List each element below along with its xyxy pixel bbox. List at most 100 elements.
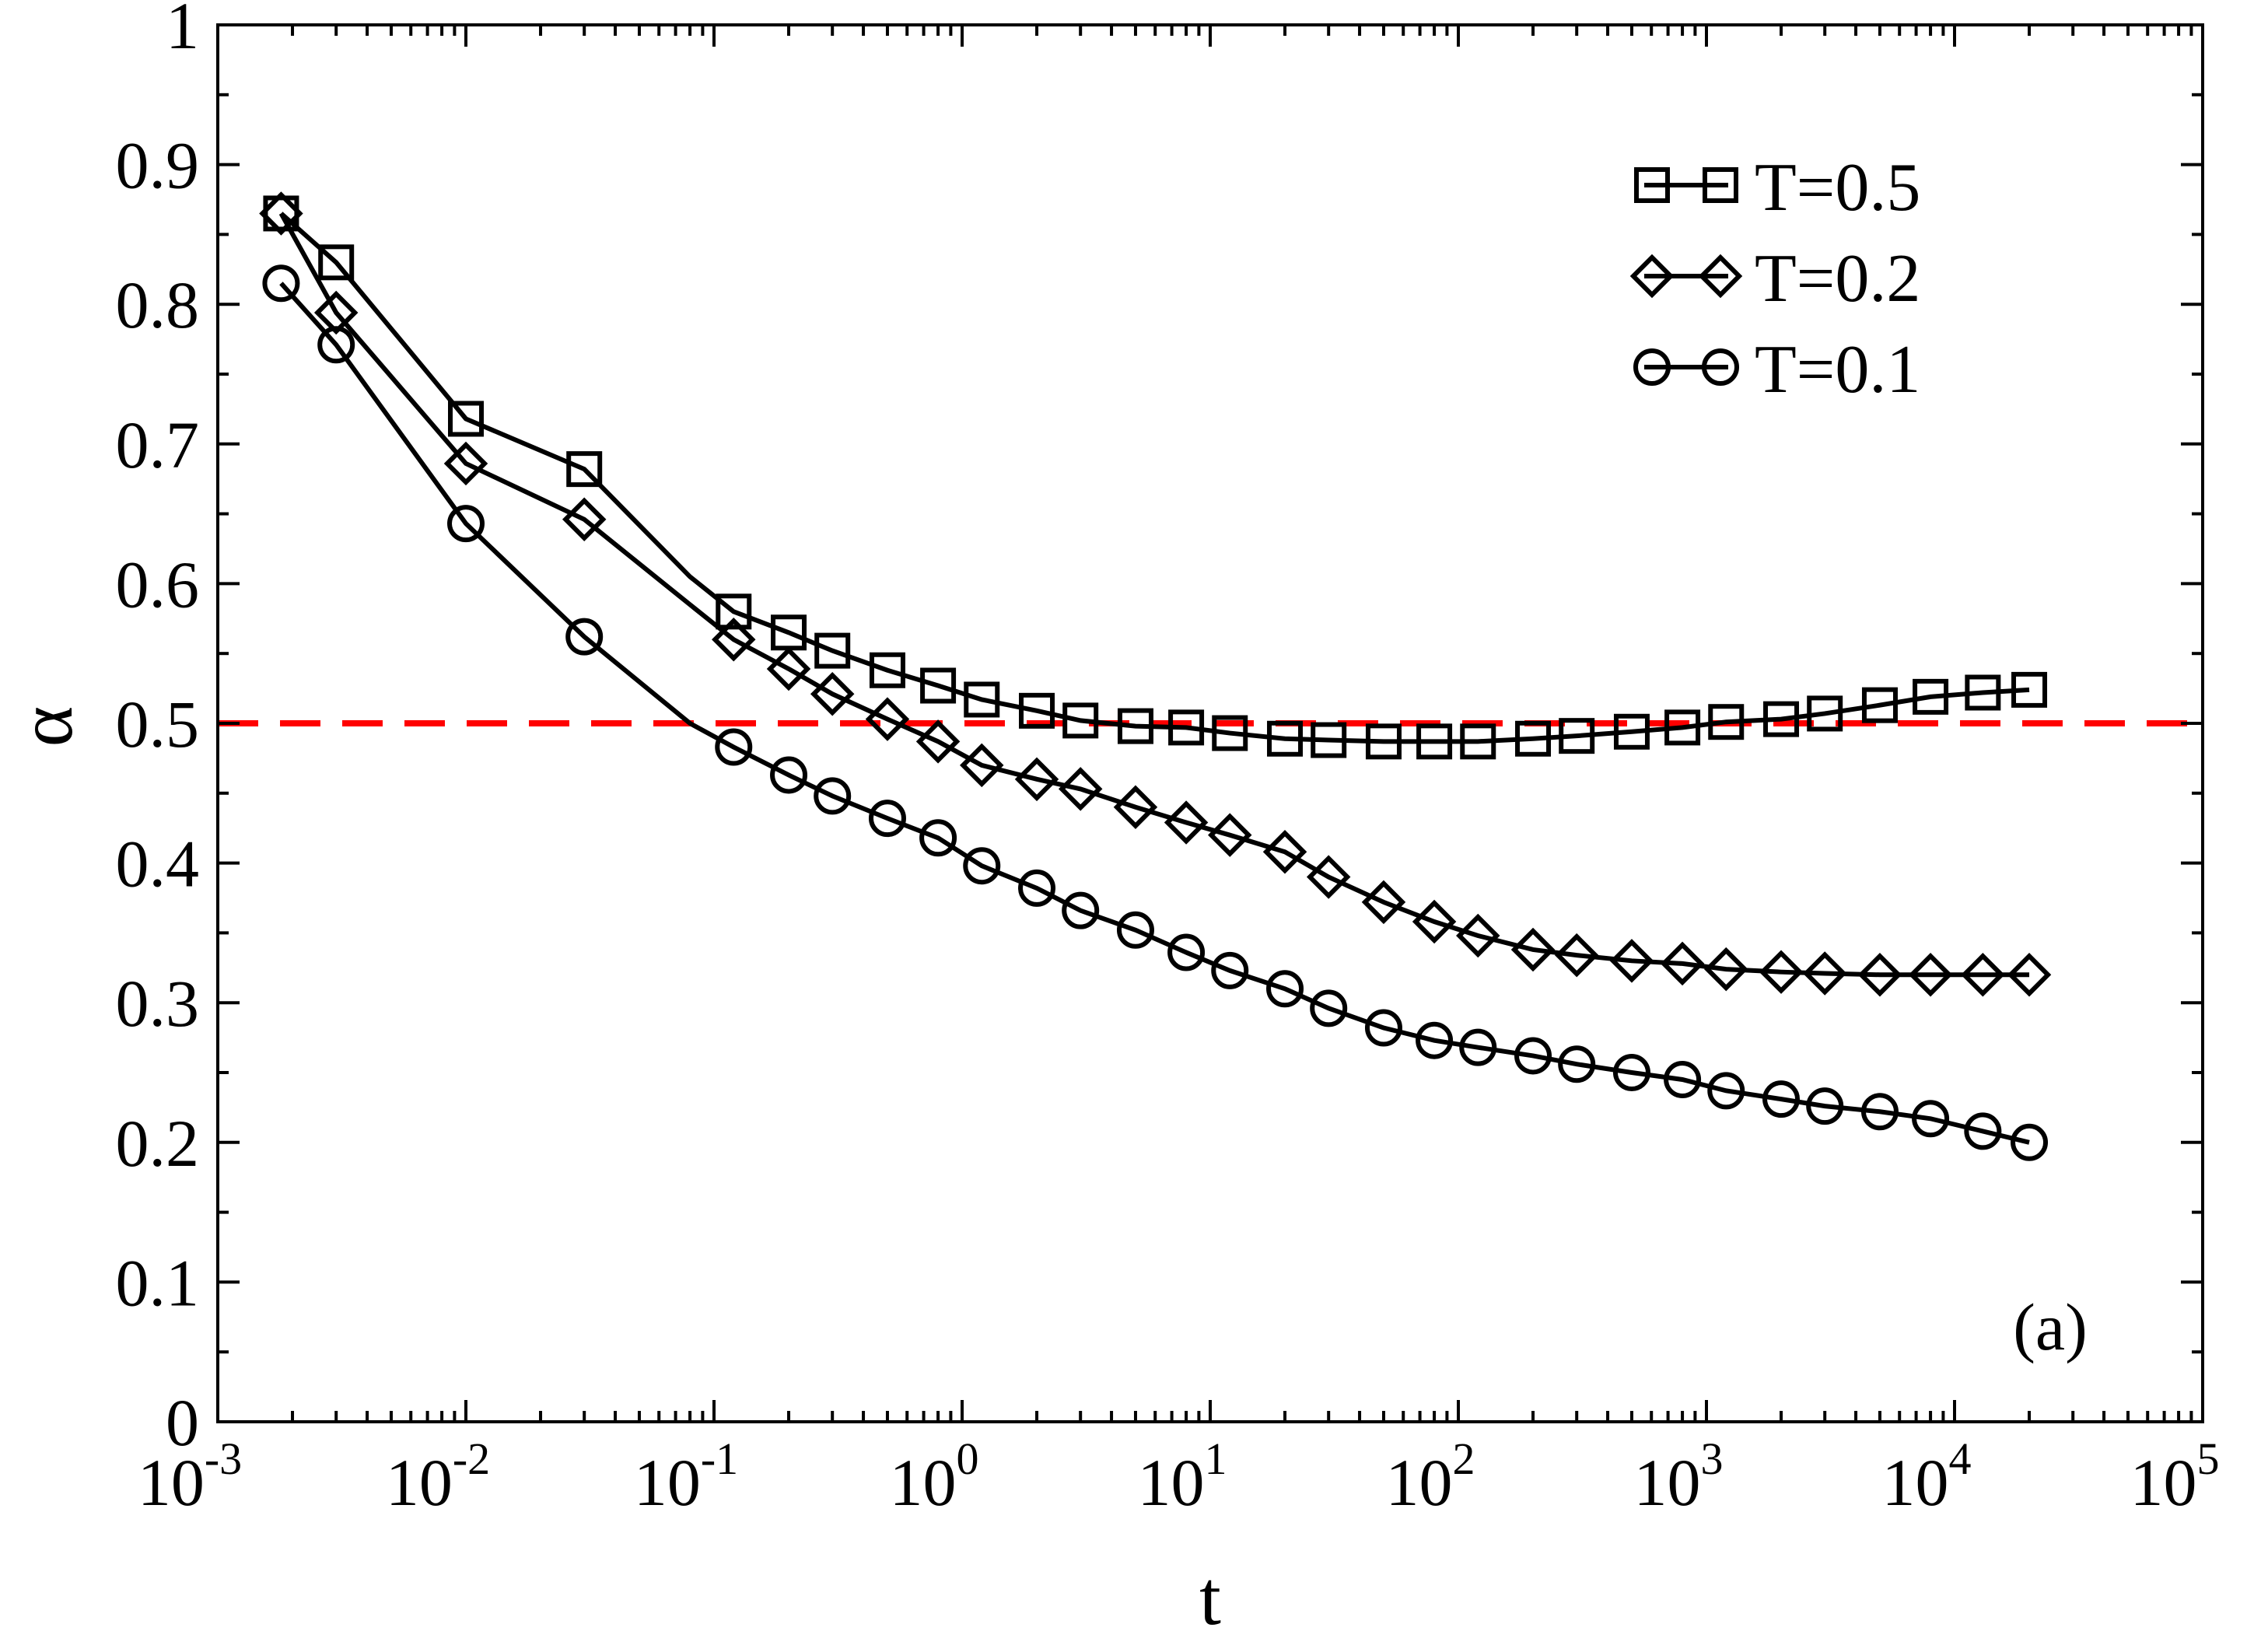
legend-label: T=0.5: [1755, 150, 1920, 226]
data-point: [1364, 1009, 1402, 1047]
data-point: [1913, 678, 1949, 715]
data-point: [1164, 800, 1209, 845]
data-point: [1806, 1087, 1844, 1125]
y-tick-label: 0.6: [116, 547, 200, 621]
y-tick-label: 0.1: [116, 1245, 200, 1320]
x-tick-label: 100: [890, 1433, 979, 1520]
data-point: [1763, 701, 1800, 737]
data-point: [1416, 1021, 1454, 1059]
series-square: [263, 195, 2048, 760]
data-point: [1908, 953, 1953, 997]
data-point: [1964, 1112, 2002, 1150]
data-point: [865, 697, 910, 741]
series-diamond: [259, 191, 2052, 997]
data-point: [1459, 1028, 1497, 1066]
data-point: [1514, 1037, 1552, 1075]
data-point: [443, 441, 488, 486]
data-point: [1014, 757, 1059, 802]
data-point: [1412, 899, 1457, 944]
data-point: [1211, 951, 1249, 989]
data-point: [715, 728, 753, 766]
legend-label: T=0.2: [1755, 241, 1920, 317]
legend-label: T=0.1: [1755, 332, 1920, 408]
x-tick-label: 10-2: [386, 1433, 490, 1520]
data-point: [1212, 715, 1248, 751]
legend-entry: T=0.5: [1634, 150, 1920, 226]
data-point: [1266, 970, 1304, 1008]
legend-entry: T=0.2: [1629, 241, 1920, 317]
data-point: [1912, 1100, 1950, 1138]
x-tick-label: 102: [1386, 1433, 1475, 1520]
data-point: [1857, 953, 1902, 997]
data-point: [868, 800, 906, 838]
data-point: [712, 617, 756, 662]
data-point: [447, 505, 485, 543]
y-tick-label: 0.8: [116, 268, 200, 342]
data-point: [1262, 829, 1307, 874]
data-point: [964, 681, 1000, 718]
data-point: [1762, 1080, 1801, 1118]
y-tick-label: 0: [166, 1385, 199, 1460]
data-point: [1515, 720, 1552, 757]
data-point: [1062, 891, 1100, 929]
data-point: [1707, 1072, 1745, 1110]
data-point: [1559, 718, 1595, 754]
data-point: [1018, 869, 1056, 907]
data-point: [1510, 927, 1556, 972]
x-tick-label: 104: [1882, 1433, 1972, 1520]
data-point: [1311, 722, 1347, 758]
data-point: [1167, 933, 1206, 971]
data-point: [1558, 1045, 1596, 1083]
data-point: [1612, 1054, 1650, 1091]
data-point: [1704, 947, 1748, 992]
data-point: [1456, 913, 1500, 958]
data-point: [869, 652, 905, 688]
data-point: [1802, 951, 1847, 996]
data-point: [1807, 695, 1843, 732]
data-point: [1267, 720, 1304, 757]
data-point: [919, 819, 957, 857]
series-line: [279, 212, 2030, 744]
tick-labels: 10-3 10-2 10-1 100 101 102 103 104 105 0 0.1 0.2 0.3…: [116, 0, 2220, 1520]
x-tick-label: 10-1: [634, 1433, 738, 1520]
data-point: [1117, 708, 1153, 744]
data-point: [1116, 911, 1154, 949]
data-point: [1460, 723, 1496, 760]
data-point: [259, 191, 303, 236]
data-point: [1961, 953, 2005, 997]
data-point: [1613, 713, 1650, 750]
data-point: [448, 401, 484, 437]
y-tick-label: 0.9: [116, 128, 200, 203]
legend-marker: [1633, 348, 1671, 386]
data-point: [262, 264, 300, 303]
data-point: [562, 497, 607, 542]
series-line: [278, 212, 2030, 978]
data-point: [565, 618, 604, 656]
data-point: [814, 777, 852, 815]
data-point: [566, 451, 603, 488]
legend: T=0.5 T=0.2 T=0.1: [1629, 150, 1920, 408]
legend-marker: [1702, 348, 1739, 386]
legend-marker: [1629, 254, 1675, 299]
axis-ticks: [216, 23, 2204, 1423]
x-tick-label: 10-3: [138, 1433, 242, 1520]
data-point: [318, 244, 355, 281]
data-point: [1019, 692, 1055, 729]
legend-marker: [1698, 254, 1743, 299]
legend-entry: T=0.1: [1633, 332, 1920, 408]
y-tick-label: 1: [166, 0, 199, 63]
data-point: [1708, 704, 1745, 740]
y-axis-label: α: [2, 706, 89, 747]
legend-marker: [1703, 167, 1738, 203]
data-point: [1168, 709, 1205, 746]
x-tick-label: 105: [2130, 1433, 2220, 1520]
data-point: [1361, 880, 1406, 925]
data-point: [2007, 953, 2052, 997]
y-tick-label: 0.3: [116, 966, 200, 1041]
x-tick-label: 103: [1634, 1433, 1724, 1520]
data-point: [1062, 702, 1099, 739]
data-point: [1208, 813, 1252, 857]
data-point: [920, 667, 957, 704]
data-point: [313, 290, 359, 335]
